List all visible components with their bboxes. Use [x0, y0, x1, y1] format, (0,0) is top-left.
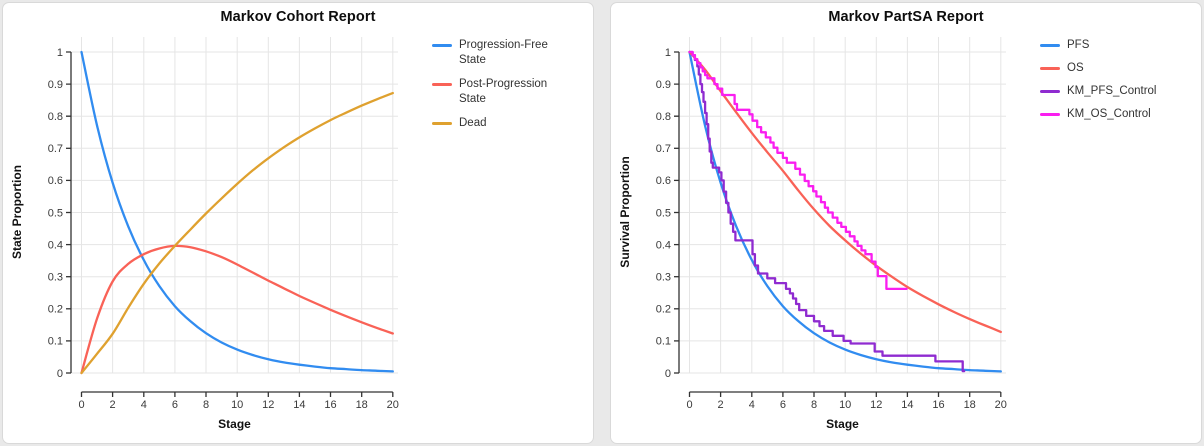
y-tick-label: 0.4: [656, 239, 671, 251]
x-tick-label: 20: [995, 399, 1007, 411]
x-axis-title: Stage: [218, 417, 251, 431]
legend-item-dead[interactable]: Dead: [432, 116, 582, 131]
y-tick-label: 0.2: [48, 304, 63, 316]
legend-label: Progression-Free State: [459, 39, 548, 66]
x-tick-label: 4: [141, 399, 147, 411]
y-tick-label: 0.9: [656, 79, 671, 91]
legend-label: OS: [1067, 62, 1084, 74]
x-tick-label: 10: [231, 399, 243, 411]
x-tick-label: 14: [293, 399, 305, 411]
chart-title: Markov PartSA Report: [828, 9, 984, 25]
legend-label: Post-Progression State: [459, 78, 548, 105]
legend-line-swatch: [1040, 90, 1060, 93]
legend-line-swatch: [1040, 67, 1060, 70]
y-tick-label: 0.2: [656, 304, 671, 316]
legend-label: Dead: [459, 117, 487, 129]
legend-item-pfs[interactable]: PFS: [1040, 38, 1190, 53]
partsa-report-card: Markov PartSA Report 0 0.1 0.2 0.3 0.4 0.5 0.6…: [610, 2, 1202, 444]
legend-item-progression-free-state[interactable]: Progression-Free State: [432, 38, 582, 68]
legend-line-swatch: [1040, 113, 1060, 116]
x-tick-label: 4: [749, 399, 755, 411]
plot-area[interactable]: [71, 37, 398, 373]
x-tick-label: 18: [356, 399, 368, 411]
legend-line-swatch: [432, 122, 452, 125]
x-tick-label: 14: [901, 399, 913, 411]
cohort-chart-svg[interactable]: 00.10.20.30.40.50.60.70.80.910 2 4 6 8 10 12 14…: [3, 3, 594, 444]
y-axis-title: Survival Proportion: [618, 156, 632, 268]
legend-label: KM_PFS_Control: [1067, 85, 1157, 97]
series-dead: [80, 91, 394, 375]
legend-item-post-progression-state[interactable]: Post-Progression State: [432, 77, 582, 107]
series-pfs: [688, 50, 1002, 373]
x-tick-label: 6: [172, 399, 178, 411]
y-tick-label: 0.5: [48, 207, 63, 219]
y-tick-label: 0.7: [48, 143, 63, 155]
partsa-chart-svg[interactable]: 00.10.20.30.40.50.60.70.80.910 2 4 6 8 10 12 14…: [611, 3, 1202, 444]
y-tick-label: 1: [57, 47, 63, 59]
series-progression-free-state: [80, 50, 394, 373]
legend-label: PFS: [1067, 39, 1090, 51]
x-tick-label: 18: [964, 399, 976, 411]
legend-label: KM_OS_Control: [1067, 108, 1151, 120]
legend-item-km-pfs-control[interactable]: KM_PFS_Control: [1040, 84, 1190, 99]
x-tick-label: 2: [718, 399, 724, 411]
y-tick-label: 0.8: [656, 111, 671, 123]
x-tick-label: 16: [324, 399, 336, 411]
y-tick-label: 1: [665, 47, 671, 59]
x-tick-label: 10: [839, 399, 851, 411]
legend-line-swatch: [432, 83, 452, 86]
y-tick-label: 0.6: [656, 175, 671, 187]
x-tick-label: 20: [387, 399, 399, 411]
legend-line-swatch: [1040, 44, 1060, 47]
x-tick-label: 0: [78, 399, 84, 411]
y-tick-label: 0.6: [48, 175, 63, 187]
y-tick-label: 0.8: [48, 111, 63, 123]
cohort-report-card: Markov Cohort Report 0 0.1 0.2 0.3 0.4 0.5 0.6…: [2, 2, 594, 444]
y-tick-label: 0.1: [48, 336, 63, 348]
legend-line-swatch: [432, 44, 452, 47]
legend-item-os[interactable]: OS: [1040, 61, 1190, 76]
legend-item-km-os-control[interactable]: KM_OS_Control: [1040, 107, 1190, 122]
y-tick-label: 0.9: [48, 79, 63, 91]
x-tick-label: 2: [110, 399, 116, 411]
series-os: [688, 50, 1002, 334]
y-tick-label: 0.4: [48, 239, 63, 251]
x-tick-label: 12: [262, 399, 274, 411]
y-tick-label: 0.3: [656, 272, 671, 284]
x-tick-label: 12: [870, 399, 882, 411]
y-tick-label: 0: [57, 368, 63, 380]
cohort-legend: Progression-Free State Post-Progression S…: [432, 38, 582, 140]
plot-area[interactable]: [679, 37, 1006, 373]
y-tick-label: 0.1: [656, 336, 671, 348]
x-axis-title: Stage: [826, 417, 859, 431]
y-tick-label: 0.5: [656, 207, 671, 219]
y-tick-label: 0.3: [48, 272, 63, 284]
x-tick-label: 16: [932, 399, 944, 411]
chart-title: Markov Cohort Report: [220, 9, 376, 25]
x-tick-label: 0: [686, 399, 692, 411]
series-km-pfs-control: [688, 50, 966, 373]
x-tick-label: 8: [811, 399, 817, 411]
partsa-legend: PFS OS KM_PFS_Control KM_OS_Control: [1040, 38, 1190, 130]
y-axis-title: State Proportion: [10, 165, 24, 260]
series-post-progression-state: [80, 244, 394, 375]
series-km-os-control: [688, 50, 908, 291]
x-tick-label: 6: [780, 399, 786, 411]
y-tick-label: 0: [665, 368, 671, 380]
y-tick-label: 0.7: [656, 143, 671, 155]
x-tick-label: 8: [203, 399, 209, 411]
